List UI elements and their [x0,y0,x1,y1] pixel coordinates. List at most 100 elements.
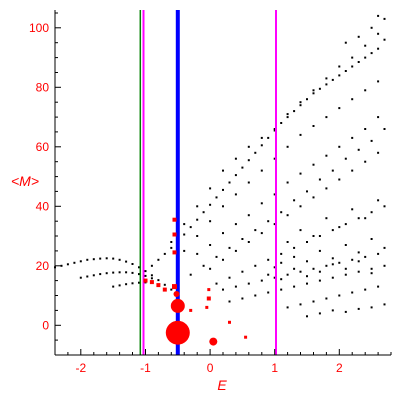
data-point [293,267,296,270]
data-point [306,190,308,193]
data-point [260,279,263,282]
data-point [331,169,334,172]
data-point [267,273,270,276]
data-point [357,61,360,63]
data-point [357,35,360,38]
data-point [118,284,121,287]
data-point [364,217,367,220]
highlight-point [165,320,190,345]
data-point [357,270,360,273]
data-point [196,205,199,208]
data-point [183,233,186,236]
data-point [267,136,270,139]
data-point [377,116,380,119]
data-point [318,178,321,181]
data-point [383,205,386,208]
data-point [383,128,386,130]
data-point [144,274,147,277]
data-point [170,288,173,291]
data-point [370,139,373,142]
highlight-point [149,280,154,285]
data-point [331,276,334,279]
data-point [241,297,244,300]
data-point [364,255,367,258]
data-point [318,270,321,273]
data-point [254,264,257,267]
data-point [202,264,205,267]
data-point [325,217,328,220]
data-point [280,122,283,124]
data-point [383,17,386,20]
data-point [280,288,283,291]
data-point [234,193,237,196]
data-point [222,232,224,235]
data-point [234,285,237,288]
data-point [92,258,95,261]
data-point [318,87,321,90]
data-point [247,145,250,148]
data-point [234,249,237,252]
data-point [215,255,218,258]
x-tick-label: 0 [207,361,214,375]
data-point [344,41,347,44]
data-point [286,214,289,217]
data-point [377,14,380,17]
data-point [293,285,296,288]
data-point [267,291,270,294]
data-point [157,258,160,261]
highlight-point [172,232,177,237]
data-point [306,282,308,285]
data-point [325,116,328,119]
highlight-point [244,335,248,339]
data-point [215,282,218,285]
highlight-point [162,287,167,292]
data-point [364,89,367,92]
data-point [293,255,296,258]
data-point [138,273,140,276]
data-point [150,264,153,267]
data-point [131,263,134,265]
data-point [183,249,186,252]
data-point [344,310,347,313]
data-point [364,128,367,130]
data-point [125,271,128,274]
data-point [325,187,328,190]
highlight-point [189,308,193,312]
data-point [163,283,166,286]
data-point [351,169,354,172]
data-point [247,241,250,243]
data-point [196,235,199,237]
data-point [383,264,386,267]
data-point [306,241,308,243]
data-point [86,275,89,278]
data-point [306,315,308,318]
data-point [86,258,89,261]
data-point [286,241,289,243]
data-point [222,205,224,208]
data-point [370,306,373,309]
data-point [351,136,354,139]
data-point [286,181,289,184]
data-point [299,229,302,232]
data-point [351,258,354,261]
data-point [370,52,373,55]
data-point [273,266,276,269]
data-point [331,229,334,232]
data-point [241,166,244,169]
data-point [170,241,173,243]
data-point [105,272,108,275]
data-point [344,244,347,246]
data-point [299,205,302,208]
data-point [150,274,153,277]
data-point [299,303,302,306]
data-point [318,249,321,252]
data-point [364,160,367,163]
data-point [377,199,380,202]
data-point [209,267,212,270]
data-point [247,181,250,184]
data-point [351,291,354,294]
x-tick-label: -1 [140,361,151,375]
data-point [222,169,224,172]
data-point [351,56,354,59]
data-point [299,133,302,136]
